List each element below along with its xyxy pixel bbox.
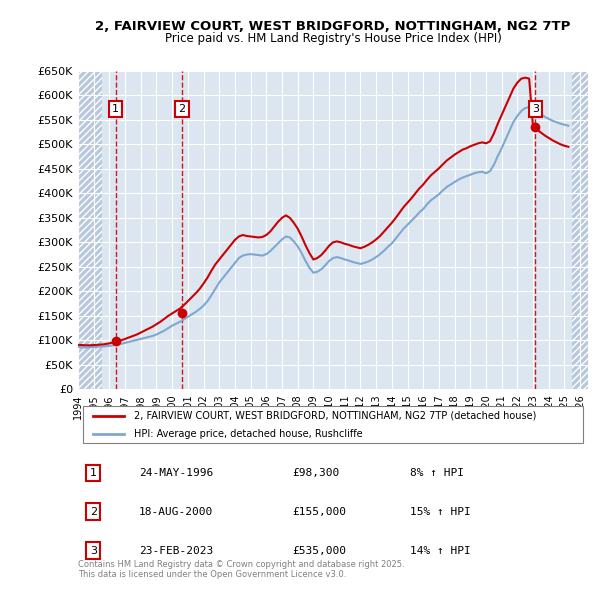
Text: 2, FAIRVIEW COURT, WEST BRIDGFORD, NOTTINGHAM, NG2 7TP: 2, FAIRVIEW COURT, WEST BRIDGFORD, NOTTI…	[95, 20, 571, 33]
Text: 18-AUG-2000: 18-AUG-2000	[139, 507, 214, 517]
Text: 2, FAIRVIEW COURT, WEST BRIDGFORD, NOTTINGHAM, NG2 7TP (detached house): 2, FAIRVIEW COURT, WEST BRIDGFORD, NOTTI…	[134, 411, 536, 421]
Text: Price paid vs. HM Land Registry's House Price Index (HPI): Price paid vs. HM Land Registry's House …	[164, 32, 502, 45]
Text: 2: 2	[178, 104, 185, 114]
Text: 15% ↑ HPI: 15% ↑ HPI	[409, 507, 470, 517]
Text: Contains HM Land Registry data © Crown copyright and database right 2025.
This d: Contains HM Land Registry data © Crown c…	[78, 560, 404, 579]
Text: HPI: Average price, detached house, Rushcliffe: HPI: Average price, detached house, Rush…	[134, 429, 363, 439]
Text: 1: 1	[112, 104, 119, 114]
Text: £98,300: £98,300	[292, 468, 340, 478]
Text: 23-FEB-2023: 23-FEB-2023	[139, 546, 214, 556]
Text: 2: 2	[90, 507, 97, 517]
Text: £535,000: £535,000	[292, 546, 346, 556]
Text: 3: 3	[90, 546, 97, 556]
Text: 1: 1	[90, 468, 97, 478]
Text: 24-MAY-1996: 24-MAY-1996	[139, 468, 214, 478]
Text: 14% ↑ HPI: 14% ↑ HPI	[409, 546, 470, 556]
FancyBboxPatch shape	[83, 406, 583, 444]
Text: 8% ↑ HPI: 8% ↑ HPI	[409, 468, 464, 478]
Text: 3: 3	[532, 104, 539, 114]
Text: £155,000: £155,000	[292, 507, 346, 517]
